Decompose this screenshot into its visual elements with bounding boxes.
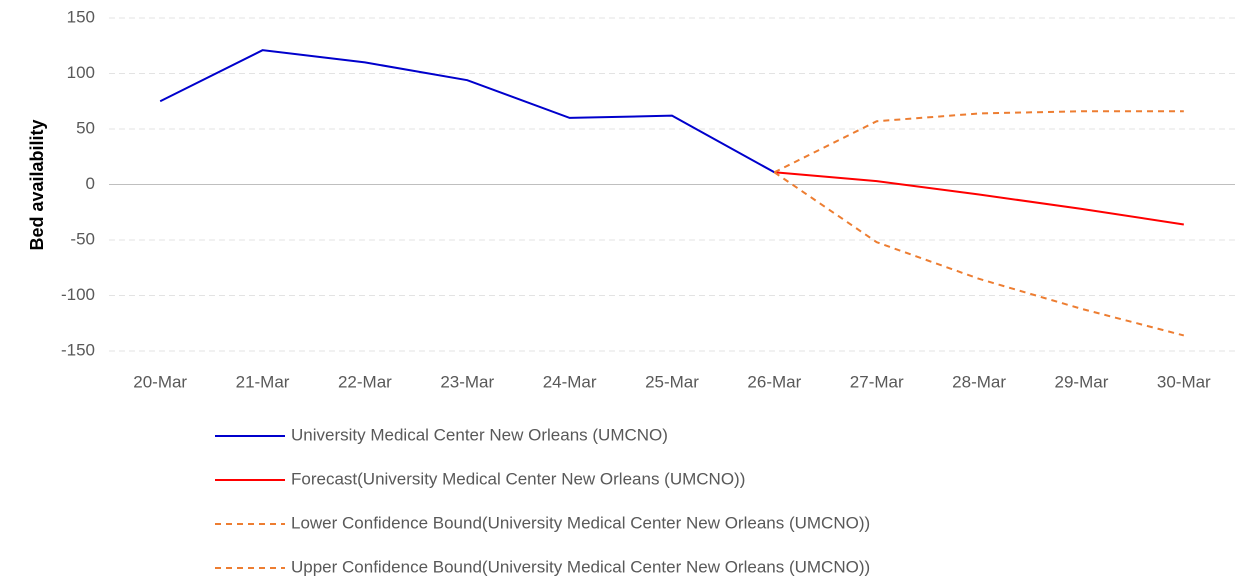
series-line: [159, 49, 775, 174]
y-tick-label: 0: [86, 174, 95, 193]
x-tick-label: 26-Mar: [747, 372, 801, 391]
y-tick-label: 50: [76, 118, 95, 137]
y-tick-label: -50: [70, 229, 95, 248]
x-tick-label: 30-Mar: [1157, 372, 1211, 391]
y-tick-label: -150: [61, 340, 95, 359]
y-tick-label: 150: [67, 7, 95, 26]
series-line: [774, 171, 1184, 226]
x-tick-label: 27-Mar: [850, 372, 904, 391]
legend-label: University Medical Center New Orleans (U…: [291, 425, 668, 444]
legend-label: Lower Confidence Bound(University Medica…: [291, 513, 870, 532]
x-tick-label: 20-Mar: [133, 372, 187, 391]
x-tick-label: 21-Mar: [236, 372, 290, 391]
x-tick-label: 22-Mar: [338, 372, 392, 391]
x-tick-label: 25-Mar: [645, 372, 699, 391]
y-axis-label: Bed availability: [27, 119, 47, 250]
y-tick-label: 100: [67, 63, 95, 82]
series-line: [773, 110, 1184, 174]
legend-label: Upper Confidence Bound(University Medica…: [291, 557, 870, 576]
series-line: [773, 171, 1185, 337]
x-tick-label: 23-Mar: [440, 372, 494, 391]
y-tick-label: -100: [61, 285, 95, 304]
x-tick-label: 28-Mar: [952, 372, 1006, 391]
x-tick-label: 24-Mar: [543, 372, 597, 391]
x-tick-label: 29-Mar: [1055, 372, 1109, 391]
legend-label: Forecast(University Medical Center New O…: [291, 469, 745, 488]
